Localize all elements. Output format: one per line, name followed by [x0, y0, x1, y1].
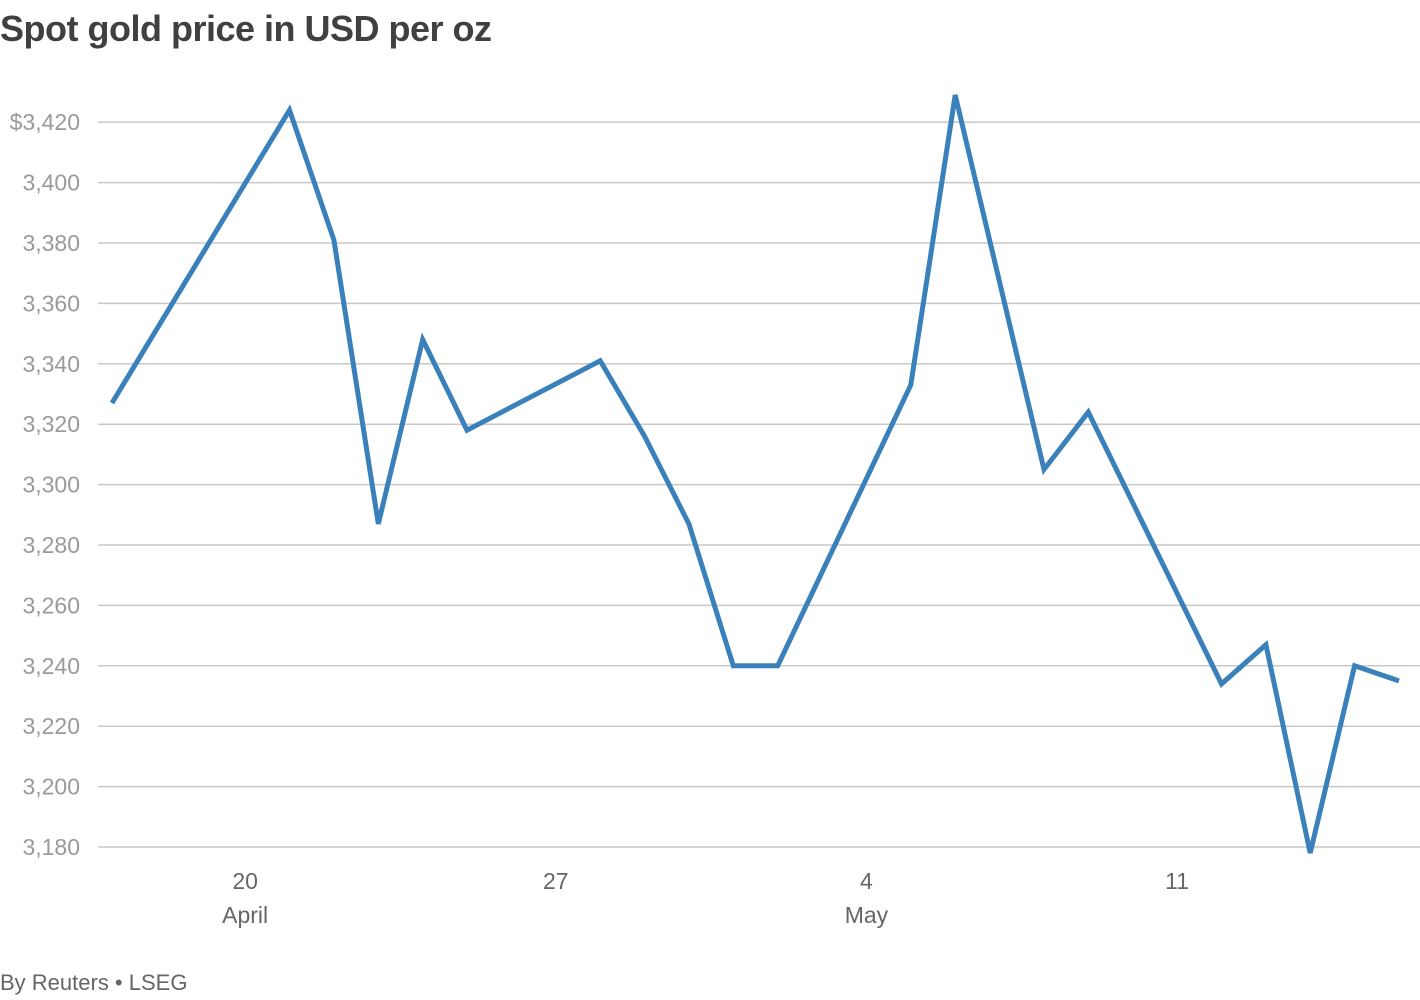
- y-tick-label: 3,240: [22, 653, 80, 679]
- series-layer: [109, 93, 1402, 856]
- y-tick-label: 3,380: [22, 230, 80, 256]
- x-tick-label: 20: [232, 868, 258, 894]
- data-point: [642, 434, 647, 439]
- source-credit: By Reuters • LSEG: [0, 970, 188, 995]
- data-point: [731, 663, 736, 668]
- data-point: [1397, 678, 1402, 683]
- y-tick-label: 3,280: [22, 532, 80, 558]
- x-tick-label: 27: [543, 868, 569, 894]
- data-point: [420, 337, 425, 342]
- y-tick-label: 3,360: [22, 290, 80, 316]
- x-tick-month-label: May: [845, 902, 889, 928]
- data-point: [1308, 851, 1313, 856]
- y-axis-ticks: 3,180 3,200 3,220 3,240 3,260 3,280 3,300 3,320…: [10, 109, 80, 860]
- data-point: [1263, 642, 1268, 647]
- data-point: [997, 280, 1002, 285]
- data-point: [908, 382, 913, 387]
- data-point: [1086, 410, 1091, 415]
- y-tick-label: 3,260: [22, 592, 80, 618]
- data-point: [953, 93, 958, 98]
- series-line: [109, 94, 1400, 854]
- data-point: [1041, 467, 1046, 472]
- data-point: [598, 358, 603, 363]
- data-point: [331, 237, 336, 242]
- y-tick-label: 3,180: [22, 834, 80, 860]
- data-point: [1219, 681, 1224, 686]
- y-tick-label: 3,320: [22, 411, 80, 437]
- data-point: [686, 521, 691, 526]
- y-tick-label: 3,300: [22, 472, 80, 498]
- data-point: [110, 401, 115, 406]
- x-tick-label: 11: [1165, 868, 1189, 894]
- x-axis-ticks: 20 April 27 4 May 11: [222, 868, 1189, 928]
- data-point: [1352, 663, 1357, 668]
- data-point: [465, 428, 470, 433]
- data-point: [287, 108, 292, 113]
- y-tick-label: 3,200: [22, 774, 80, 800]
- x-tick-month-label: April: [222, 902, 268, 928]
- gridlines: [98, 121, 1420, 848]
- x-tick-label: 4: [860, 868, 873, 894]
- y-tick-label: $3,420: [10, 109, 80, 135]
- data-point: [376, 521, 381, 526]
- chart-title: Spot gold price in USD per oz: [0, 8, 492, 49]
- y-tick-label: 3,400: [22, 170, 80, 196]
- y-tick-label: 3,220: [22, 713, 80, 739]
- line-chart: 3,180 3,200 3,220 3,240 3,260 3,280 3,300 3,320…: [10, 93, 1420, 928]
- y-tick-label: 3,340: [22, 351, 80, 377]
- data-point: [775, 663, 780, 668]
